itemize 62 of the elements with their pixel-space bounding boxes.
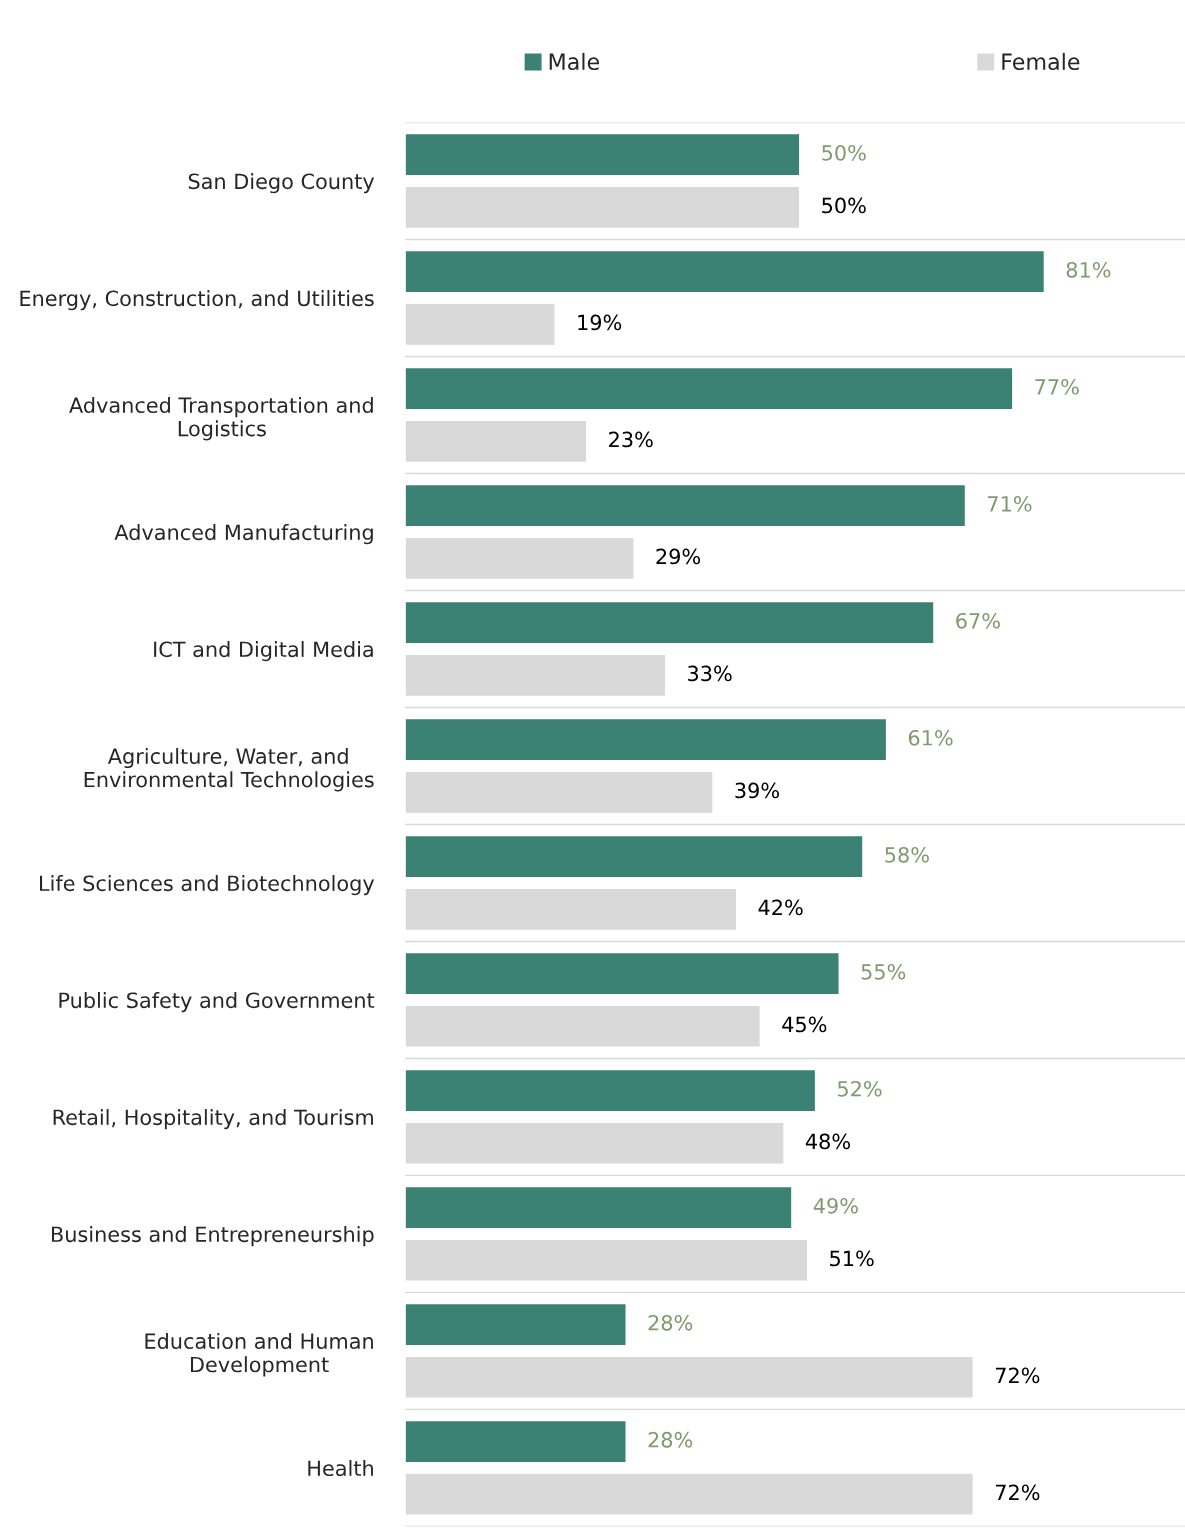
y-tick-label: Energy, Construction, and Utilities: [20, 290, 374, 311]
bar: [405, 717, 888, 762]
data-label: 19%: [578, 314, 622, 331]
bar: [405, 132, 801, 177]
bar: [405, 536, 635, 581]
legend-label: Female: [1002, 52, 1080, 71]
data-label: 50%: [822, 197, 866, 214]
y-tick-label: Education and Human Development: [145, 1332, 373, 1377]
bar: [405, 366, 1014, 411]
bar: [405, 951, 840, 996]
y-tick-label: ICT and Digital Media: [154, 641, 373, 662]
y-tick-label: Public Safety and Government: [59, 992, 375, 1013]
data-label: 71%: [988, 495, 1032, 512]
data-label: 33%: [688, 665, 732, 682]
bar: [405, 419, 588, 464]
bar: [405, 770, 714, 815]
y-tick-label: Agriculture, Water, and Environmental Technologies: [84, 747, 374, 792]
bar: [405, 483, 967, 528]
data-label: 52%: [838, 1080, 882, 1097]
bar: [405, 1238, 809, 1282]
bar: [405, 653, 667, 698]
y-tick-label: San Diego County: [188, 173, 375, 194]
y-tick-label: Advanced Manufacturing: [114, 524, 373, 545]
data-label: 61%: [908, 729, 953, 746]
bar: [405, 1472, 975, 1516]
bar: [405, 600, 935, 645]
bar: [405, 887, 738, 932]
data-label: 48%: [805, 1133, 850, 1150]
bar: [405, 1302, 627, 1347]
bar: [405, 1121, 785, 1166]
bar: [405, 302, 556, 347]
data-label: 58%: [885, 846, 929, 863]
y-tick-label: Advanced Transportation and Logistics: [69, 396, 373, 441]
data-label: 29%: [656, 548, 701, 565]
data-label: 42%: [758, 899, 803, 916]
y-tick-label: Health: [308, 1459, 373, 1477]
bar: [405, 834, 864, 879]
data-label: 72%: [995, 1367, 1040, 1384]
bar: [405, 185, 801, 230]
data-label: 45%: [782, 1016, 827, 1033]
data-label: 49%: [813, 1197, 858, 1214]
data-label: 55%: [861, 963, 906, 980]
bar: [405, 1185, 793, 1230]
data-label: 23%: [609, 431, 653, 448]
data-label: 72%: [995, 1484, 1040, 1501]
data-label: 81%: [1066, 261, 1111, 278]
bar: [405, 1355, 975, 1399]
data-label: 28%: [648, 1431, 693, 1448]
data-label: 39%: [735, 782, 779, 799]
bar: [405, 1004, 762, 1049]
y-tick-label: Business and Entrepreneurship: [52, 1226, 374, 1247]
data-label: 28%: [648, 1314, 693, 1331]
data-label: 50%: [822, 144, 866, 161]
legend-label: Male: [549, 52, 600, 71]
bar: [405, 1419, 627, 1464]
bar: [405, 249, 1046, 294]
y-tick-label: Retail, Hospitality, and Tourism: [53, 1109, 373, 1130]
data-label: 67%: [956, 612, 1000, 629]
data-label: 77%: [1035, 378, 1079, 395]
bar: [405, 1068, 817, 1113]
y-tick-label: Life Sciences and Biotechnology: [40, 875, 375, 896]
data-label: 51%: [830, 1250, 874, 1267]
